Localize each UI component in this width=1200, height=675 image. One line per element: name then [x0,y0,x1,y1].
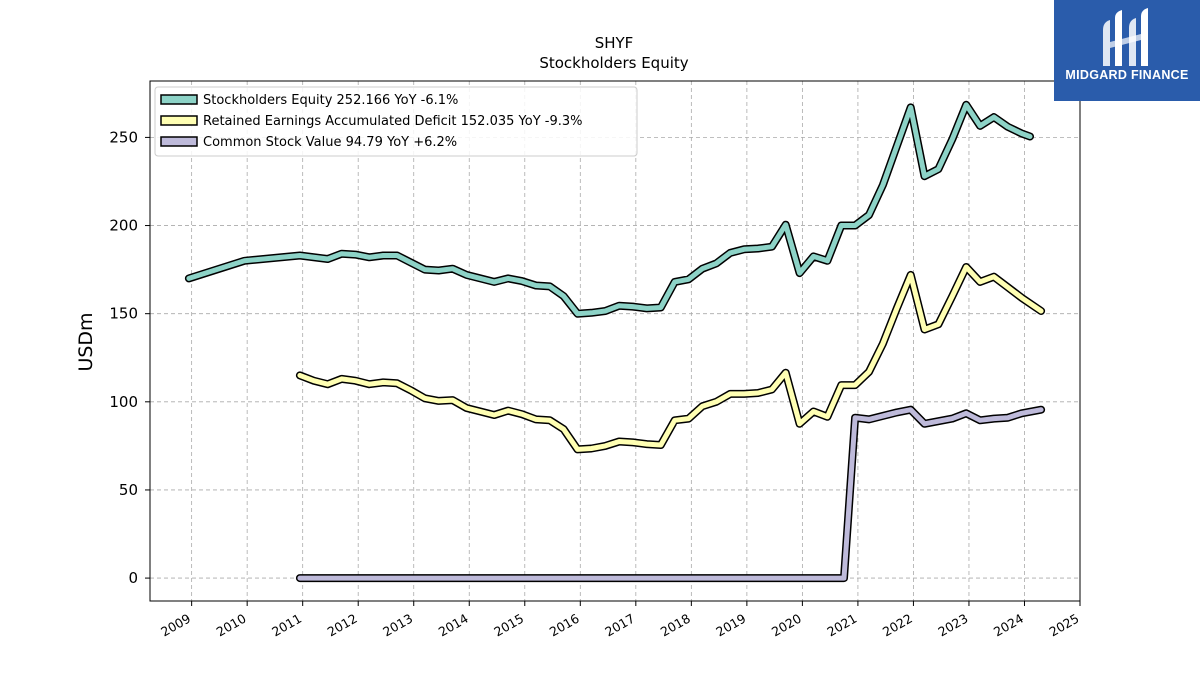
legend: Stockholders Equity 252.166 YoY -6.1% Re… [154,86,638,157]
series-retained-earnings [295,263,1046,454]
x-tick-label: 2021 [824,611,859,640]
x-tick-label: 2018 [658,611,693,640]
legend-label-equity: Stockholders Equity 252.166 YoY -6.1% [203,93,458,108]
y-tick-label: 50 [119,481,138,499]
x-tick-label: 2014 [436,611,471,640]
legend-label-common-stock: Common Stock Value 94.79 YoY +6.2% [203,135,457,150]
series-common-stock [295,405,1046,583]
x-tick-label: 2022 [880,611,915,640]
legend-label-retained-earnings: Retained Earnings Accumulated Deficit 15… [203,114,582,129]
series-line-retained-earnings [297,264,1044,452]
chart-title: SHYF [595,34,634,52]
series-equity [184,100,1034,318]
series-line-equity [186,102,1033,317]
x-tick-label: 2024 [991,611,1026,640]
x-tick-label: 2013 [380,611,415,640]
legend-swatch-retained-earnings [160,115,198,126]
x-tick-label: 2023 [935,611,970,640]
y-tick-label: 150 [109,305,138,323]
chart-subtitle: Stockholders Equity [539,54,688,72]
logo-mark-icon [1103,8,1148,66]
y-tick-label: 200 [109,217,138,235]
y-tick-label: 0 [128,569,138,587]
x-tick-label: 2019 [713,611,748,640]
logo-text: MIDGARD FINANCE [1065,68,1189,82]
x-tick-label: 2011 [269,611,304,640]
y-axis-label: USDm [75,312,97,371]
x-tick-label: 2025 [1046,611,1081,640]
plot-frame [149,80,1081,602]
x-tick-label: 2020 [769,611,804,640]
x-tick-label: 2015 [491,611,526,640]
y-tick-label: 250 [109,128,138,146]
grid [150,81,1081,601]
x-axis-ticks: 2009 2010 2011 2012 2013 2014 2015 2016 2017 2018… [158,601,1082,640]
series-lines [184,100,1046,583]
legend-swatch-common-stock [160,136,198,147]
series-line-common-stock [297,407,1044,581]
midgard-finance-logo: MIDGARD FINANCE [1054,0,1200,101]
x-tick-label: 2016 [547,611,582,640]
x-tick-label: 2009 [158,611,193,640]
legend-box [154,86,638,157]
x-tick-label: 2010 [214,611,249,640]
legend-swatch-equity [160,94,198,105]
x-tick-label: 2017 [602,611,637,640]
y-axis-ticks: 0 50 100 150 200 250 [109,128,150,587]
x-tick-label: 2012 [325,611,360,640]
y-tick-label: 100 [109,393,138,411]
